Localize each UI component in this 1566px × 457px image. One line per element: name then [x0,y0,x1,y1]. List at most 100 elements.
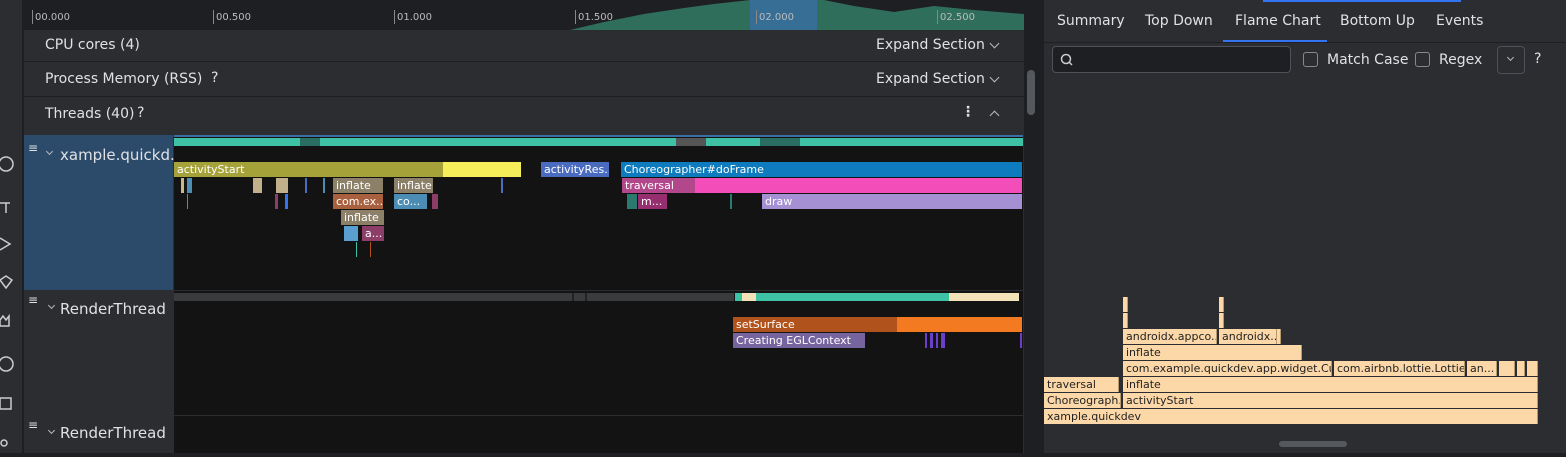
chevron [45,147,54,156]
chevron [989,72,1000,83]
activity-strip [530,138,620,146]
flame-frame[interactable]: inflate [1123,377,1538,392]
section-row[interactable]: Process Memory (RSS) ? Expand Section [24,63,1024,97]
expand-button[interactable]: Expand Section [876,71,985,87]
slice-block [897,317,1022,332]
chevron [47,426,56,435]
search-icon [1060,53,1073,66]
trace-slice[interactable]: setSurface [733,317,897,332]
slice-block [344,226,358,241]
activity-strip [572,293,574,301]
trace-slice[interactable]: com.ex... [333,194,383,209]
thread-name: RenderThread [60,424,166,442]
ruler-tick: 02.500 [940,12,975,23]
slice-block [370,242,371,257]
flame-frame[interactable]: activityStart [1123,393,1538,408]
tab[interactable]: Bottom Up [1340,13,1415,29]
flame-frame[interactable]: an... [1467,361,1497,376]
slice-block [323,178,325,193]
activity-strip [735,293,949,301]
thread-icon: ≡ [28,418,39,432]
flame-frame[interactable]: traversal [1044,377,1119,392]
flame-frame-small [1499,361,1515,376]
tool-icons [0,156,14,447]
overview [570,0,1024,30]
trace-slice[interactable]: traversal [622,178,695,193]
slice-block [730,194,732,209]
tab[interactable]: Summary [1057,13,1125,29]
h-scrollbar[interactable] [1279,441,1347,447]
tab-underline [1223,40,1327,42]
section-title: Threads (40) [45,106,135,122]
chevron [47,301,56,310]
trace-slice[interactable]: inflate [333,178,383,193]
flame-frame[interactable]: com.airbnb.lottie.Lottie... [1334,361,1465,376]
slice-block [936,333,938,348]
section-row[interactable]: CPU cores (4) Expand Section [24,30,1024,62]
slice-block [187,178,192,193]
trace-slice[interactable]: draw [762,194,1022,209]
thread-label[interactable]: ≡ RenderThread [24,416,173,453]
help-icon[interactable]: ? [137,105,145,121]
checkbox-label[interactable]: Match Case [1327,52,1409,68]
section-row[interactable]: Threads (40) ? ⋮ [24,98,1024,133]
checkbox[interactable] [1415,52,1430,67]
activity-strip [174,293,734,301]
section-title: Process Memory (RSS) [45,71,203,87]
trace-slice[interactable]: Choreographer#doFrame [621,162,1022,177]
flame-frame[interactable]: androidx.appco... [1123,329,1217,344]
trace-slice[interactable]: Creating EGLContext [733,333,865,348]
scrollbar[interactable] [1027,70,1035,115]
thread-label-selected[interactable]: ≡ xample.quickd... [24,135,184,290]
flame-frame[interactable]: inflate [1123,345,1302,360]
slice-block [253,178,262,193]
flame-frame[interactable]: xample.quickdev [1044,409,1538,424]
dropdown[interactable] [1497,46,1525,74]
menu-icon[interactable]: ⋮ [961,104,975,120]
trace-slice[interactable]: activityRes... [541,162,609,177]
ruler-tick: 00.000 [35,12,70,23]
trace-slice[interactable]: co... [394,194,427,209]
help-icon[interactable]: ? [211,70,219,86]
trace-slice[interactable]: m... [638,194,667,209]
flame-frame-small [1123,297,1128,312]
flame-frame[interactable]: com.example.quickdev.app.widget.Cust... [1123,361,1332,376]
ruler-tick: 02.000 [759,12,794,23]
activity-strip [760,138,800,146]
flame-frame[interactable]: Choreograph... [1044,393,1121,408]
collapse-icon[interactable] [989,110,1000,121]
slice-block [187,194,188,209]
search-box[interactable] [1052,46,1291,73]
activity-strip [742,293,756,301]
trace-slice[interactable]: a... [362,226,384,241]
trace-slice[interactable]: activityStart [174,162,443,177]
slice-block [432,194,438,209]
slice-block [941,333,945,348]
trace-slice[interactable]: inflate [394,178,433,193]
checkbox-label[interactable]: Regex [1439,52,1483,68]
expand-button[interactable]: Expand Section [876,37,985,53]
tab[interactable]: Top Down [1145,13,1213,29]
help-icon[interactable]: ? [1534,51,1542,67]
tab[interactable]: Flame Chart [1235,13,1321,29]
checkbox[interactable] [1303,52,1318,67]
trace-slice[interactable]: inflate [341,210,384,225]
ruler-tick-line [937,10,938,24]
ruler-tick-line [394,10,395,24]
thread-icon: ≡ [28,141,39,155]
slice-block [501,178,503,193]
thread-icon: ≡ [28,293,39,307]
ruler-tick: 01.000 [397,12,432,23]
slice-block [305,178,307,193]
thread-label[interactable]: ≡ RenderThread [24,291,173,415]
tab[interactable]: Events [1436,13,1484,29]
ruler-tick: 00.500 [216,12,251,23]
thread-name: RenderThread [60,300,166,318]
slice-block [925,333,927,348]
flame-frame[interactable]: androidx... [1219,329,1277,344]
chevron [989,38,1000,49]
thread-track [174,416,1023,453]
flame-frame-small [1219,313,1224,328]
ruler [24,0,1024,30]
